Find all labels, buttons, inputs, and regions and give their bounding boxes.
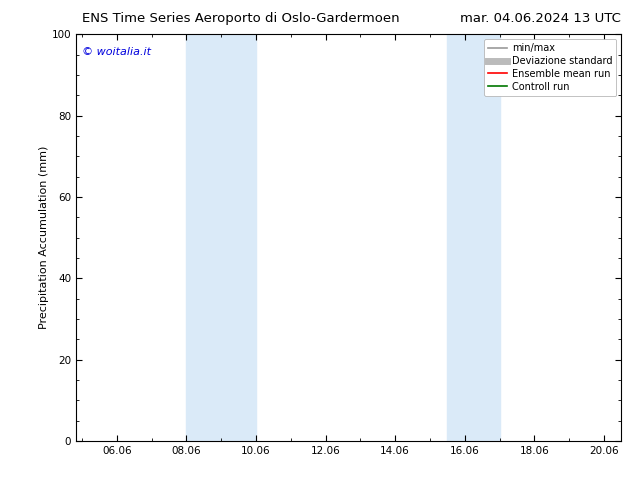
Text: © woitalia.it: © woitalia.it xyxy=(82,47,150,56)
Text: ENS Time Series Aeroporto di Oslo-Gardermoen: ENS Time Series Aeroporto di Oslo-Garder… xyxy=(82,12,400,25)
Legend: min/max, Deviazione standard, Ensemble mean run, Controll run: min/max, Deviazione standard, Ensemble m… xyxy=(484,39,616,96)
Text: mar. 04.06.2024 13 UTC: mar. 04.06.2024 13 UTC xyxy=(460,12,621,25)
Bar xyxy=(186,34,256,441)
Bar xyxy=(448,34,500,441)
Y-axis label: Precipitation Accumulation (mm): Precipitation Accumulation (mm) xyxy=(39,146,49,329)
